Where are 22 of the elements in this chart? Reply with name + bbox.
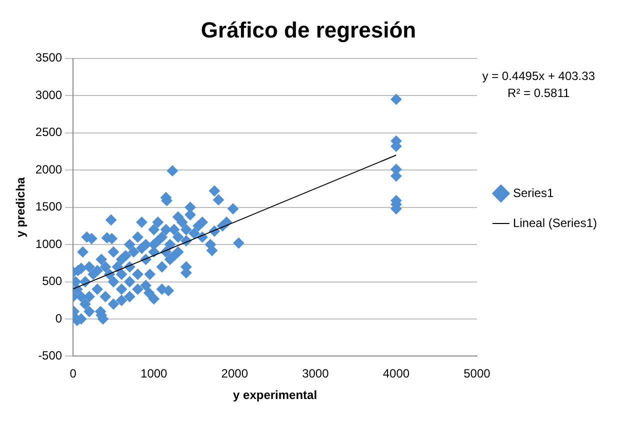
y-tick-label: 3000 [35,88,62,102]
x-tick-label: 4000 [382,366,410,381]
y-tick-label: 1000 [35,236,62,251]
y-axis-title: y predicha [14,176,28,238]
x-tick-label: 0 [70,366,77,381]
x-tick-label: 2000 [221,366,248,381]
text: y = 0.4495x + 403.33 [482,68,595,85]
x-axis-title: y experimental [233,388,318,402]
legend-label: Series1 [512,186,554,200]
y-tick-label: 3500 [35,50,62,65]
chart-title: Gráfico de regresión [200,17,416,42]
text: R² = 0.5811 [506,85,571,102]
legend-label: Lineal (Series1) [512,216,598,230]
x-tick-label: 5000 [464,366,491,381]
y-tick-label: -500 [38,348,62,363]
y-tick-label: 2500 [35,125,62,140]
x-tick-label: 1000 [140,366,168,381]
y-tick-label: 2000 [35,162,62,176]
y-tick-label: 500 [42,274,62,288]
x-tick-label: 3000 [302,366,330,381]
y-tick-label: 1500 [35,200,62,214]
y-tick-label: 0 [55,311,62,326]
